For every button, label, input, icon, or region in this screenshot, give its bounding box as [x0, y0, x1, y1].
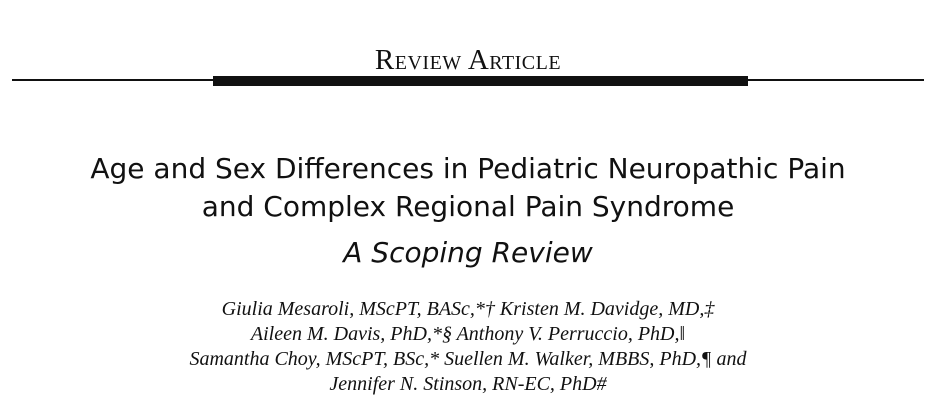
title-line: and Complex Regional Pain Syndrome — [201, 190, 735, 223]
section-label: Review Article — [374, 44, 562, 76]
author-line: Giulia Mesaroli, MScPT, BASc,*† Kristen … — [221, 298, 715, 320]
title-line: Age and Sex Differences in Pediatric Neu… — [90, 152, 846, 185]
subtitle: A Scoping Review — [343, 236, 593, 269]
author-line: Aileen M. Davis, PhD,*§ Anthony V. Perru… — [250, 323, 686, 345]
author-line: Jennifer N. Stinson, RN-EC, PhD# — [329, 373, 607, 395]
author-line: Samantha Choy, MScPT, BSc,* Suellen M. W… — [189, 348, 747, 370]
rule-bar — [213, 76, 748, 86]
